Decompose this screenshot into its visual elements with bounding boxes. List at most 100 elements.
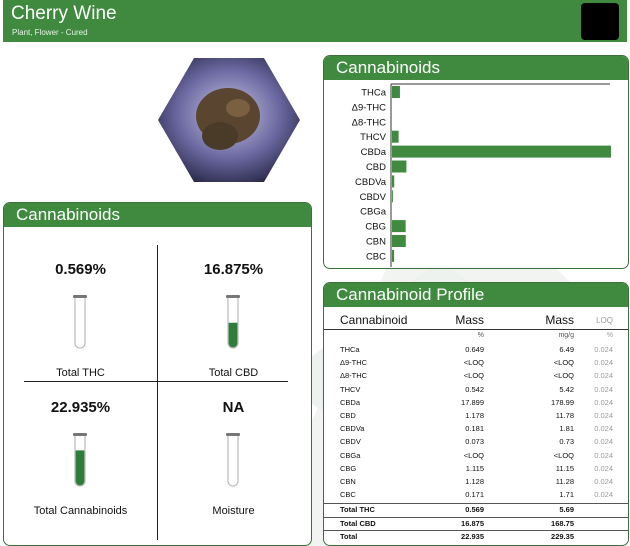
summary-cell: NA Moisture: [157, 375, 310, 517]
row-mg: 1.81: [559, 424, 574, 434]
row-mg: 5.42: [559, 384, 574, 394]
chart-bar: [392, 130, 399, 143]
total-pct: 16.875: [461, 518, 484, 528]
row-name: CBGa: [340, 450, 361, 460]
product-photo: [158, 58, 300, 182]
product-subtitle: Plant, Flower - Cured: [12, 28, 88, 37]
total-pct: 22.935: [461, 532, 484, 542]
row-mg: <LOQ: [553, 358, 574, 368]
row-loq: 0.024: [594, 397, 613, 407]
summary-label: Total CBD: [208, 367, 259, 379]
chart-bar: [392, 145, 611, 158]
row-name: CBDa: [340, 397, 361, 407]
cannabinoid-profile-panel: Cannabinoid Profile Cannabinoid Mass Mas…: [323, 282, 629, 546]
row-mg: 6.49: [559, 345, 574, 354]
row-mg: 11.15: [555, 463, 574, 473]
chart-category-label: CBG: [365, 222, 386, 233]
summary-value: NA: [222, 399, 245, 416]
summary-cell: 16.875% Total CBD: [157, 237, 310, 379]
row-name: CBDVa: [340, 424, 365, 434]
table-row: Δ9-THC <LOQ <LOQ 0.024: [324, 358, 628, 371]
test-tube-icon: [226, 295, 240, 349]
row-loq: 0.024: [594, 463, 613, 473]
summary-divider-horizontal: [24, 381, 288, 382]
total-name: Total THC: [340, 505, 375, 515]
chart-category-label: CBDV: [360, 192, 387, 203]
cannabinoid-bar-chart: THCa Δ9-THC Δ8-THC THCV CBDa CBD CBDVa CBDV CBGa…: [352, 83, 611, 267]
table-row: CBD 1.178 11.78 0.024: [324, 411, 628, 424]
table-row: CBGa <LOQ <LOQ 0.024: [324, 451, 628, 464]
row-name: CBDV: [340, 437, 361, 447]
row-name: CBG: [340, 463, 357, 473]
chart-category-label: CBD: [366, 162, 386, 173]
row-loq: 0.024: [594, 358, 613, 368]
cannabinoid-chart-panel: Cannabinoids THCa Δ9-THC Δ8-THC THCV CBDa CBD…: [323, 55, 629, 269]
row-loq: 0.024: [594, 371, 613, 381]
row-name: THCV: [340, 384, 361, 394]
total-row: Total CBD 16.875 168.75: [324, 519, 628, 532]
total-mg: 229.35: [551, 532, 574, 542]
chart-category-label: THCa: [361, 88, 387, 99]
header-loq: LOQ: [596, 316, 613, 325]
row-name: Δ8-THC: [340, 371, 368, 381]
chart-panel-title: Cannabinoids: [324, 56, 628, 80]
summary-value: 0.569%: [55, 261, 106, 278]
row-pct: 0.649: [465, 345, 484, 354]
row-name: THCa: [340, 345, 360, 354]
chart-bar: [392, 175, 395, 188]
row-pct: <LOQ: [463, 371, 484, 381]
row-pct: <LOQ: [463, 450, 484, 460]
row-mg: <LOQ: [553, 371, 574, 381]
table-row: CBDVa 0.181 1.81 0.024: [324, 424, 628, 437]
table-row: CBDV 0.073 0.73 0.024: [324, 437, 628, 450]
chart-category-label: CBGa: [360, 207, 387, 218]
chart-bar: [392, 235, 406, 247]
unit-pct: %: [477, 332, 484, 339]
total-divider: [324, 516, 628, 518]
row-name: CBD: [340, 411, 356, 420]
chart-bar: [392, 160, 407, 173]
unit-loq: %: [606, 332, 613, 339]
table-row: THCa 0.649 6.49 0.024: [324, 345, 628, 358]
row-loq: 0.024: [594, 411, 613, 420]
test-tube-icon: [73, 433, 87, 487]
header-divider: [324, 329, 628, 330]
total-row: Total 22.935 229.35: [324, 532, 628, 545]
chart-category-label: CBDVa: [355, 177, 387, 188]
row-pct: 0.542: [465, 384, 484, 394]
row-name: CBC: [340, 490, 356, 500]
row-mg: <LOQ: [553, 450, 574, 460]
cannabinoid-summary-panel: Cannabinoids 0.569% Total THC 16.875% Tot…: [3, 202, 312, 546]
row-mg: 11.28: [555, 477, 574, 486]
test-tube-icon: [73, 295, 87, 349]
row-name: CBN: [340, 477, 356, 486]
summary-value: 22.935%: [50, 399, 111, 416]
header-bar: Cherry Wine Plant, Flower - Cured: [3, 0, 627, 42]
row-pct: 1.128: [465, 477, 484, 486]
row-loq: 0.024: [594, 424, 613, 434]
table-row: CBDa 17.899 178.99 0.024: [324, 398, 628, 411]
row-pct: 0.181: [465, 424, 484, 434]
total-pct: 0.569: [465, 505, 484, 515]
summary-label: Moisture: [212, 505, 255, 517]
summary-value: 16.875%: [203, 261, 264, 278]
row-loq: 0.024: [594, 345, 613, 354]
chart-bar: [392, 86, 400, 98]
test-tube-icon: [226, 433, 240, 487]
total-name: Total CBD: [340, 518, 376, 528]
header-mass-pct: Mass: [455, 313, 484, 327]
lab-logo: [581, 3, 619, 40]
product-title: Cherry Wine: [11, 3, 117, 24]
summary-panel-title: Cannabinoids: [4, 203, 311, 227]
table-row: Δ8-THC <LOQ <LOQ 0.024: [324, 371, 628, 384]
row-mg: 11.78: [555, 411, 574, 420]
chart-category-label: Δ9-THC: [352, 102, 386, 113]
units-row: % mg/g %: [324, 332, 628, 345]
chart-bar: [392, 249, 395, 262]
row-pct: 0.171: [465, 490, 484, 500]
chart-category-label: THCV: [360, 132, 387, 143]
summary-label: Total Cannabinoids: [33, 505, 128, 517]
row-mg: 0.73: [559, 437, 574, 447]
chart-category-label: CBC: [366, 251, 386, 262]
row-loq: 0.024: [594, 384, 613, 394]
